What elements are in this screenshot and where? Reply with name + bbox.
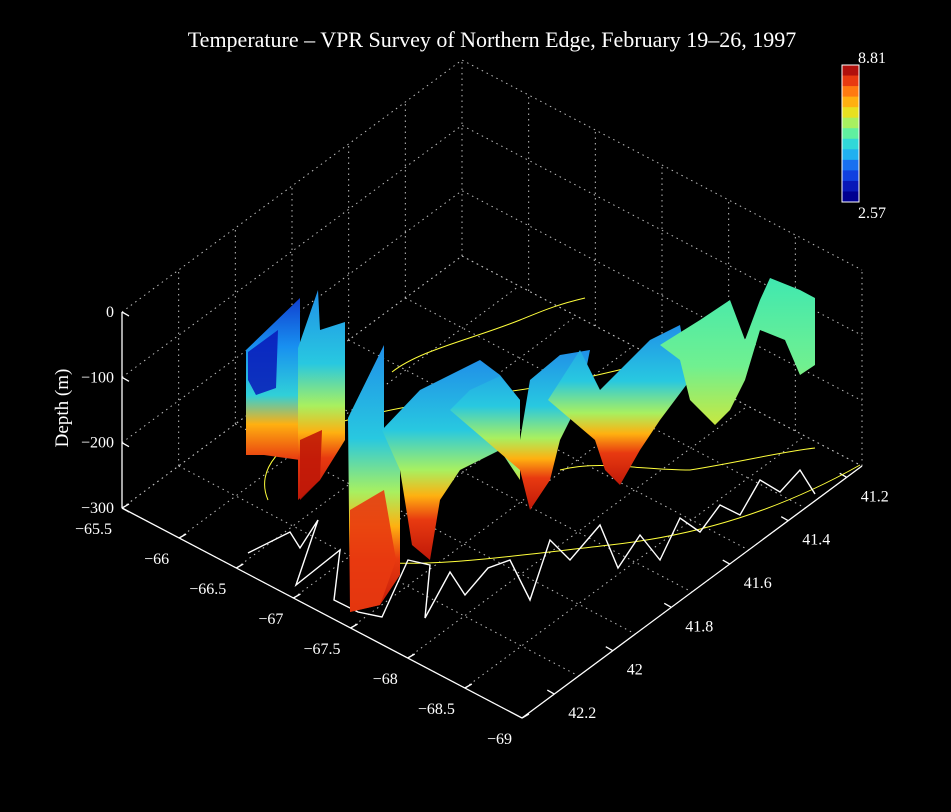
longitude-axis xyxy=(121,507,523,719)
latitude-tick-label: 42 xyxy=(627,662,643,679)
z-axis-label: Depth (m) xyxy=(52,369,73,448)
ship-track xyxy=(247,468,816,619)
latitude-tick xyxy=(780,516,789,522)
depth-tick xyxy=(121,376,130,382)
longitude-tick-label: −69 xyxy=(487,731,512,748)
longitude-tick-label: −68.5 xyxy=(418,701,455,718)
colorbar-swatch xyxy=(842,65,859,77)
colorbar-swatch xyxy=(842,180,859,192)
isobath-line xyxy=(391,297,586,373)
latitude-tick xyxy=(546,689,555,695)
depth-tick xyxy=(121,311,130,317)
longitude-tick xyxy=(464,683,473,689)
latitude-tick-label: 41.2 xyxy=(861,488,889,505)
isobath-line xyxy=(559,447,816,471)
depth-tick-label: −100 xyxy=(81,369,114,386)
colorbar-swatch xyxy=(842,117,859,129)
depth-tick-label: 0 xyxy=(106,304,114,321)
isobath-line xyxy=(359,464,861,564)
longitude-tick-label: −67 xyxy=(258,611,283,628)
latitude-axis xyxy=(521,465,863,719)
longitude-tick xyxy=(293,593,301,599)
grid-line-floor-lon xyxy=(407,405,749,659)
grid-line-depth xyxy=(121,59,863,313)
warm-water-patch xyxy=(300,430,322,500)
section-east-1 xyxy=(660,278,815,425)
longitude-tick xyxy=(235,563,244,569)
chart-title: Temperature – VPR Survey of Northern Edg… xyxy=(188,27,796,52)
depth-tick-label: −300 xyxy=(81,500,114,517)
depth-tick-label: −200 xyxy=(81,435,114,452)
latitude-tick-label: 42.2 xyxy=(568,705,596,722)
longitude-tick-label: −66 xyxy=(144,551,169,568)
colorbar-swatch xyxy=(842,86,859,98)
grid-line-floor-lon xyxy=(235,315,577,569)
latitude-tick xyxy=(663,602,672,608)
colorbar-swatch xyxy=(842,149,859,161)
colorbar-swatch xyxy=(842,75,859,87)
longitude-tick-label: −65.5 xyxy=(75,521,112,538)
latitude-tick xyxy=(605,646,614,652)
longitude-tick xyxy=(521,713,530,719)
latitude-tick-label: 41.8 xyxy=(685,618,713,635)
cold-water-patch xyxy=(248,330,278,395)
temperature-sections xyxy=(246,278,815,612)
section-mid-3 xyxy=(548,325,690,485)
colorbar-max-label: 8.81 xyxy=(858,50,886,67)
colorbar-swatch xyxy=(842,191,859,203)
latitude-tick xyxy=(722,559,731,565)
latitude-tick-label: 41.6 xyxy=(744,575,772,592)
colorbar-swatch xyxy=(842,138,859,150)
colorbar-swatch xyxy=(842,107,859,119)
colorbar-swatch xyxy=(842,159,859,171)
grid-line-floor-lat xyxy=(291,381,693,593)
longitude-tick-label: −68 xyxy=(373,671,398,688)
warm-water-patch xyxy=(350,490,396,612)
grid-line-floor-lon xyxy=(464,435,806,689)
longitude-tick-label: −67.5 xyxy=(304,641,341,658)
colorbar xyxy=(841,64,860,203)
longitude-tick xyxy=(178,533,187,539)
colorbar-swatch xyxy=(842,96,859,108)
depth-tick xyxy=(121,507,130,513)
latitude-tick-label: 41.4 xyxy=(802,532,830,549)
longitude-tick xyxy=(407,653,416,659)
grid-line-floor-lon xyxy=(178,285,520,539)
depth-tick xyxy=(121,442,130,448)
latitude-tick xyxy=(839,472,848,478)
longitude-tick xyxy=(350,623,358,629)
longitude-tick-label: −66.5 xyxy=(189,581,226,598)
grid-line-floor-lat xyxy=(235,423,636,635)
colorbar-min-label: 2.57 xyxy=(858,205,886,222)
colorbar-swatch xyxy=(842,170,859,182)
colorbar-swatch xyxy=(842,128,859,140)
colorbar-frame xyxy=(841,64,860,203)
longitude-tick xyxy=(121,503,130,509)
